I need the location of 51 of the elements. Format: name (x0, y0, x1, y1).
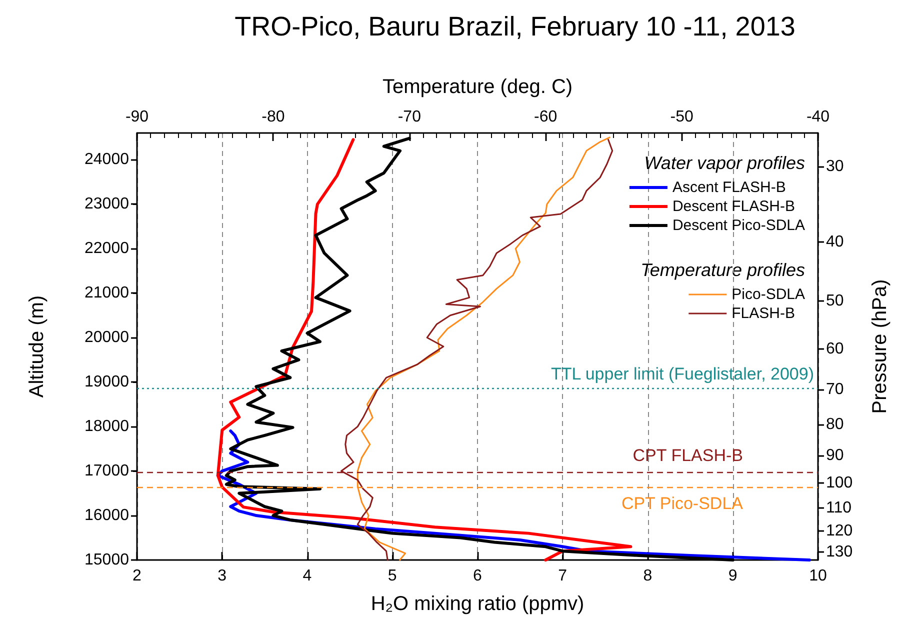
y2-tick-label: 120 (826, 522, 853, 540)
x-axis-title: H₂O mixing ratio (ppmv) (370, 593, 584, 615)
x2-tick-label: -70 (398, 108, 422, 126)
y-tick-label: 20000 (84, 329, 130, 346)
annotation: Temperature profiles (640, 260, 806, 280)
y2-tick-label: 80 (826, 416, 844, 433)
x-tick-label: 10 (809, 568, 827, 584)
legend-label: FLASH-B (732, 305, 795, 322)
x-tick-label: 7 (558, 568, 568, 584)
x-tick-label: 9 (728, 568, 738, 584)
annotation: Water vapor profiles (644, 153, 805, 173)
y-tick-label: 15000 (84, 552, 130, 568)
x2-tick-label: -80 (262, 108, 285, 126)
y2-tick-label: 110 (826, 500, 852, 517)
y-tick-label: 18000 (84, 418, 130, 436)
legend-label: Pico-SDLA (732, 286, 805, 303)
y2-tick-label: 30 (826, 158, 844, 176)
legend-label: Descent Pico-SDLA (672, 217, 806, 234)
y2-tick-label: 130 (826, 544, 853, 561)
y-tick-label: 16000 (84, 507, 130, 524)
y-tick-label: 22000 (84, 240, 130, 258)
y2-tick-label: 100 (826, 474, 853, 492)
chart-title: TRO-Pico, Bauru Brazil, February 10 -11, 2013 (234, 12, 796, 42)
y2-tick-label: 40 (826, 234, 844, 251)
y-tick-label: 21000 (84, 284, 130, 302)
x2-tick-label: -40 (806, 108, 830, 126)
x-tick-label: 8 (643, 568, 652, 584)
x-tick-label: 6 (473, 568, 482, 584)
y2-tick-label: 50 (826, 292, 844, 310)
ref-line-label: TTL upper limit (Fueglistaler, 2009) (551, 364, 814, 384)
legend-label: Descent FLASH-B (672, 198, 795, 215)
y-tick-label: 17000 (84, 462, 130, 480)
x-tick-label: 4 (302, 568, 312, 584)
y2-tick-label: 90 (826, 446, 844, 464)
y2-axis-title: Pressure (hPa) (869, 279, 891, 414)
y2-tick-label: 70 (826, 380, 844, 398)
y-tick-label: 23000 (84, 196, 130, 213)
x2-axis-title: Temperature (deg. C) (382, 76, 573, 98)
y-tick-label: 19000 (84, 374, 130, 391)
x2-tick-label: -50 (670, 108, 694, 126)
x-tick-label: 5 (388, 568, 397, 584)
x2-tick-label: -60 (534, 108, 558, 126)
x-tick-label: 3 (218, 568, 227, 584)
y-tick-label: 24000 (84, 151, 130, 168)
legend-label: Ascent FLASH-B (672, 179, 786, 196)
y-axis-title: Altitude (m) (26, 295, 48, 398)
x-tick-label: 2 (132, 568, 142, 584)
y2-tick-label: 60 (826, 340, 844, 358)
ref-line-label: CPT Pico-SDLA (621, 494, 744, 514)
x2-tick-label: -90 (125, 108, 149, 126)
ref-line-label: CPT FLASH-B (632, 446, 743, 465)
